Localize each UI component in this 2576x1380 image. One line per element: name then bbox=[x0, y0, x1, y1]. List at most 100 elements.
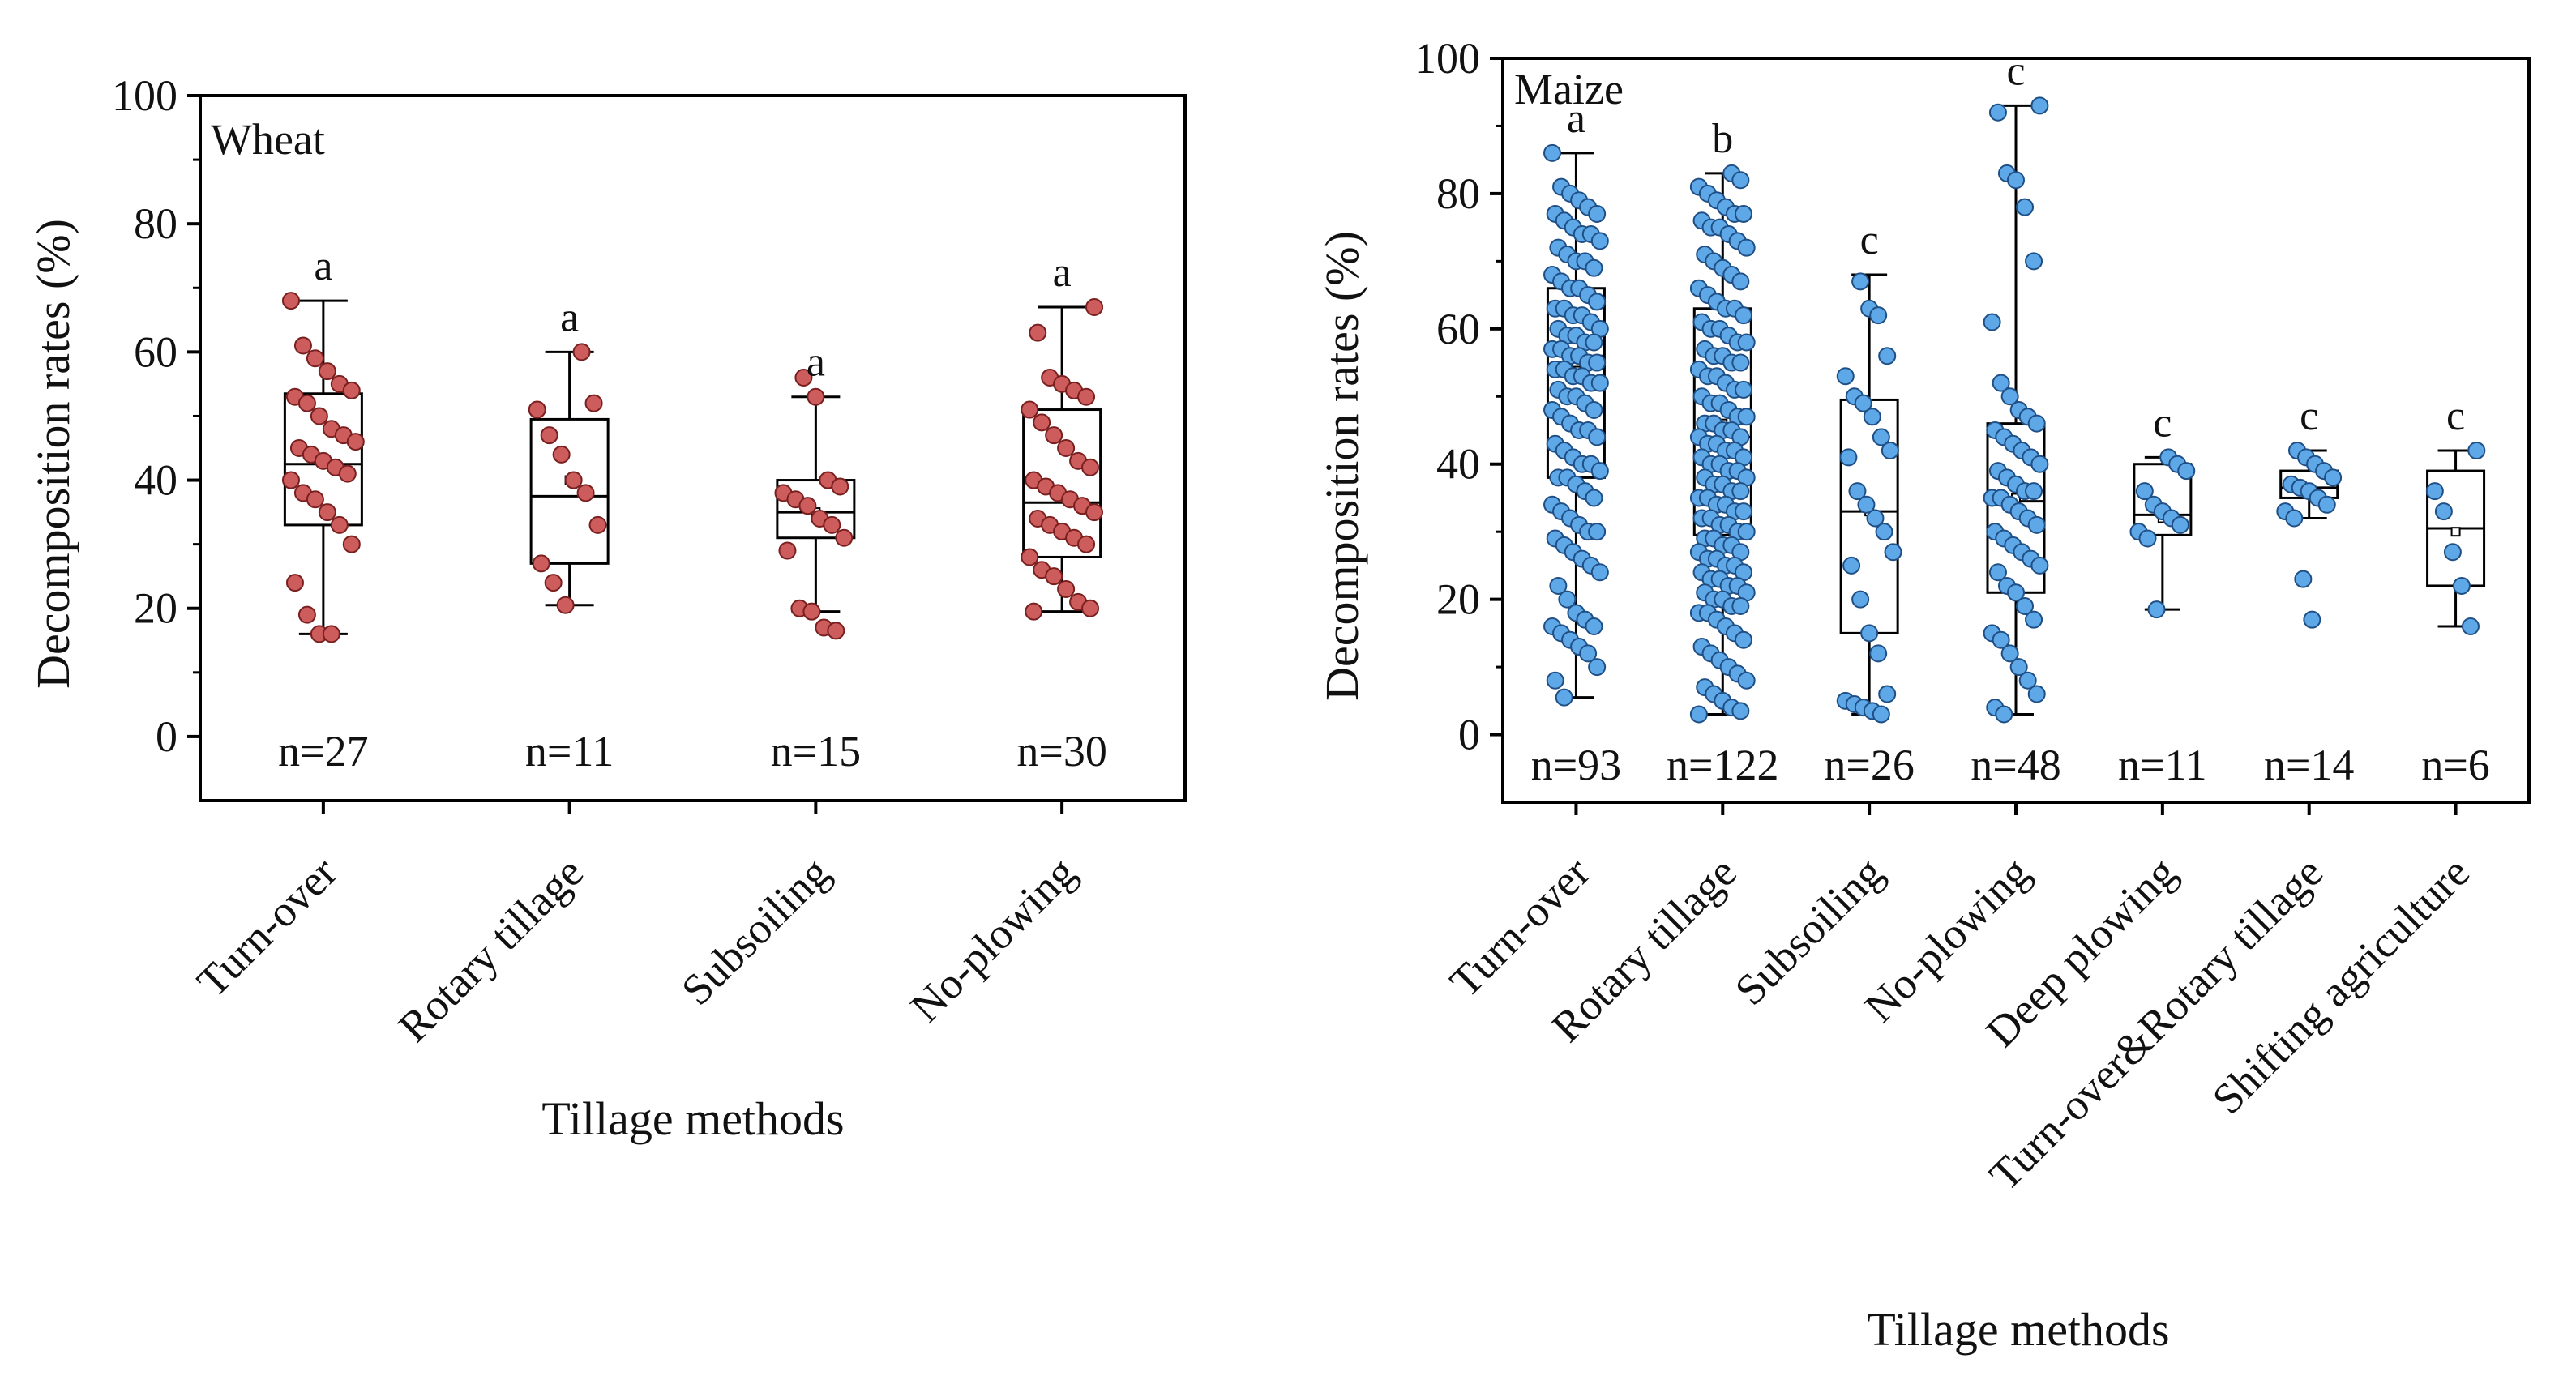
maize-n-label: n=11 bbox=[2118, 741, 2206, 789]
maize-data-point bbox=[2434, 502, 2453, 521]
wheat-data-point bbox=[807, 387, 825, 406]
maize-data-point bbox=[1735, 306, 1753, 325]
maize-category-label: Shifting agriculture bbox=[2203, 848, 2479, 1123]
wheat-data-point bbox=[1057, 439, 1076, 457]
maize-data-point bbox=[1588, 428, 1607, 446]
maize-data-point bbox=[1878, 685, 1897, 703]
maize-data-point bbox=[2030, 455, 2049, 473]
wheat-data-point bbox=[1033, 413, 1051, 432]
wheat-significance-letter: a bbox=[560, 294, 579, 340]
wheat-category-label: Rotary tillage bbox=[389, 848, 593, 1051]
maize-data-point bbox=[1988, 103, 2007, 122]
maize-data-point bbox=[2138, 529, 2157, 548]
wheat-box bbox=[1022, 408, 1102, 558]
maize-significance-letter: c bbox=[2446, 393, 2465, 439]
wheat-box-group: a n=30 No-plowing bbox=[901, 250, 1107, 1032]
maize-mean-marker bbox=[2450, 527, 2461, 537]
wheat-data-point bbox=[584, 394, 603, 412]
wheat-y-tick-label: 40 bbox=[134, 456, 178, 505]
wheat-data-point bbox=[823, 515, 841, 534]
maize-data-point bbox=[2027, 515, 2046, 534]
maize-data-point bbox=[1731, 596, 1750, 615]
maize-data-point bbox=[2294, 570, 2313, 588]
maize-data-point bbox=[1854, 394, 1872, 412]
maize-data-point bbox=[2025, 252, 2043, 271]
wheat-data-point bbox=[1025, 602, 1043, 621]
wheat-data-point bbox=[310, 407, 328, 425]
wheat-data-point bbox=[1045, 426, 1063, 445]
wheat-data-point bbox=[588, 515, 607, 534]
maize-data-point bbox=[2285, 509, 2304, 528]
wheat-box-group: a n=11 Rotary tillage bbox=[389, 294, 614, 1051]
wheat-y-axis-title: Decomposition rates (%) bbox=[27, 219, 79, 689]
maize-data-point bbox=[1842, 556, 1861, 575]
wheat-data-point bbox=[318, 362, 336, 381]
wheat-data-point bbox=[576, 484, 595, 502]
maize-y-axis-title: Decomposition rates (%) bbox=[1316, 231, 1368, 701]
wheat-data-point bbox=[1021, 400, 1039, 419]
maize-data-point bbox=[2025, 610, 2043, 629]
maize-data-point bbox=[2025, 482, 2043, 501]
wheat-data-point bbox=[1085, 298, 1104, 316]
maize-n-label: n=48 bbox=[1971, 741, 2060, 789]
wheat-box-group: a n=15 Subsoiling bbox=[672, 340, 861, 1015]
maize-data-point bbox=[1848, 482, 1867, 501]
maize-data-point bbox=[2027, 685, 2046, 703]
wheat-n-label: n=27 bbox=[278, 727, 368, 775]
maize-data-point bbox=[2027, 414, 2046, 433]
wheat-plot-frame bbox=[199, 94, 1187, 802]
maize-data-point bbox=[1851, 590, 1870, 609]
maize-data-point bbox=[1590, 563, 1609, 582]
wheat-y-tick-label: 80 bbox=[134, 199, 178, 248]
maize-data-point bbox=[1588, 293, 1607, 311]
wheat-panel-label: Wheat bbox=[211, 115, 325, 164]
maize-data-point bbox=[1836, 367, 1855, 386]
wheat-data-point bbox=[1081, 458, 1100, 476]
maize-data-point bbox=[1866, 509, 1885, 528]
maize-data-point bbox=[2443, 543, 2462, 562]
maize-data-point bbox=[1857, 495, 1876, 514]
maize-data-point bbox=[1737, 523, 1756, 541]
wheat-data-point bbox=[281, 471, 300, 489]
maize-data-point bbox=[1731, 702, 1750, 720]
maize-data-point bbox=[1731, 353, 1750, 372]
wheat-y-tick-label: 0 bbox=[156, 712, 178, 761]
wheat-data-point bbox=[322, 625, 340, 643]
wheat-data-point bbox=[1057, 580, 1076, 598]
maize-n-label: n=26 bbox=[1824, 741, 1914, 789]
wheat-data-point bbox=[1077, 535, 1096, 553]
maize-data-point bbox=[1860, 624, 1879, 643]
maize-data-point bbox=[2030, 96, 2049, 115]
maize-y-tick-label: 20 bbox=[1436, 575, 1480, 624]
wheat-data-point bbox=[342, 535, 361, 553]
wheat-data-point bbox=[306, 349, 324, 368]
maize-data-point bbox=[2452, 576, 2471, 595]
maize-data-point bbox=[2147, 600, 2166, 619]
maize-data-point bbox=[1585, 333, 1603, 352]
maize-data-point bbox=[1555, 688, 1573, 707]
maize-data-point bbox=[1869, 306, 1888, 325]
maize-data-point bbox=[1731, 482, 1750, 501]
maize-data-point bbox=[1878, 347, 1897, 365]
maize-data-point bbox=[1558, 590, 1577, 609]
wheat-data-point bbox=[540, 426, 558, 445]
wheat-data-point bbox=[778, 541, 797, 560]
wheat-significance-letter: a bbox=[1053, 250, 1072, 296]
wheat-n-label: n=11 bbox=[525, 727, 614, 775]
wheat-box bbox=[776, 479, 856, 540]
maize-data-point bbox=[1590, 374, 1609, 392]
wheat-x-axis-title: Tillage methods bbox=[541, 1092, 844, 1145]
wheat-category-label: Subsoiling bbox=[672, 848, 839, 1015]
maize-data-point bbox=[2177, 462, 2196, 481]
maize-data-point bbox=[2135, 482, 2154, 501]
wheat-data-point bbox=[572, 343, 591, 361]
maize-significance-letter: b bbox=[1712, 116, 1733, 162]
wheat-n-label: n=15 bbox=[771, 727, 861, 775]
maize-data-point bbox=[1737, 238, 1756, 257]
maize-significance-letter: c bbox=[2006, 48, 2025, 94]
wheat-data-point bbox=[564, 471, 583, 489]
wheat-data-point bbox=[346, 433, 365, 451]
wheat-data-point bbox=[802, 602, 821, 621]
maize-data-point bbox=[1869, 644, 1888, 663]
